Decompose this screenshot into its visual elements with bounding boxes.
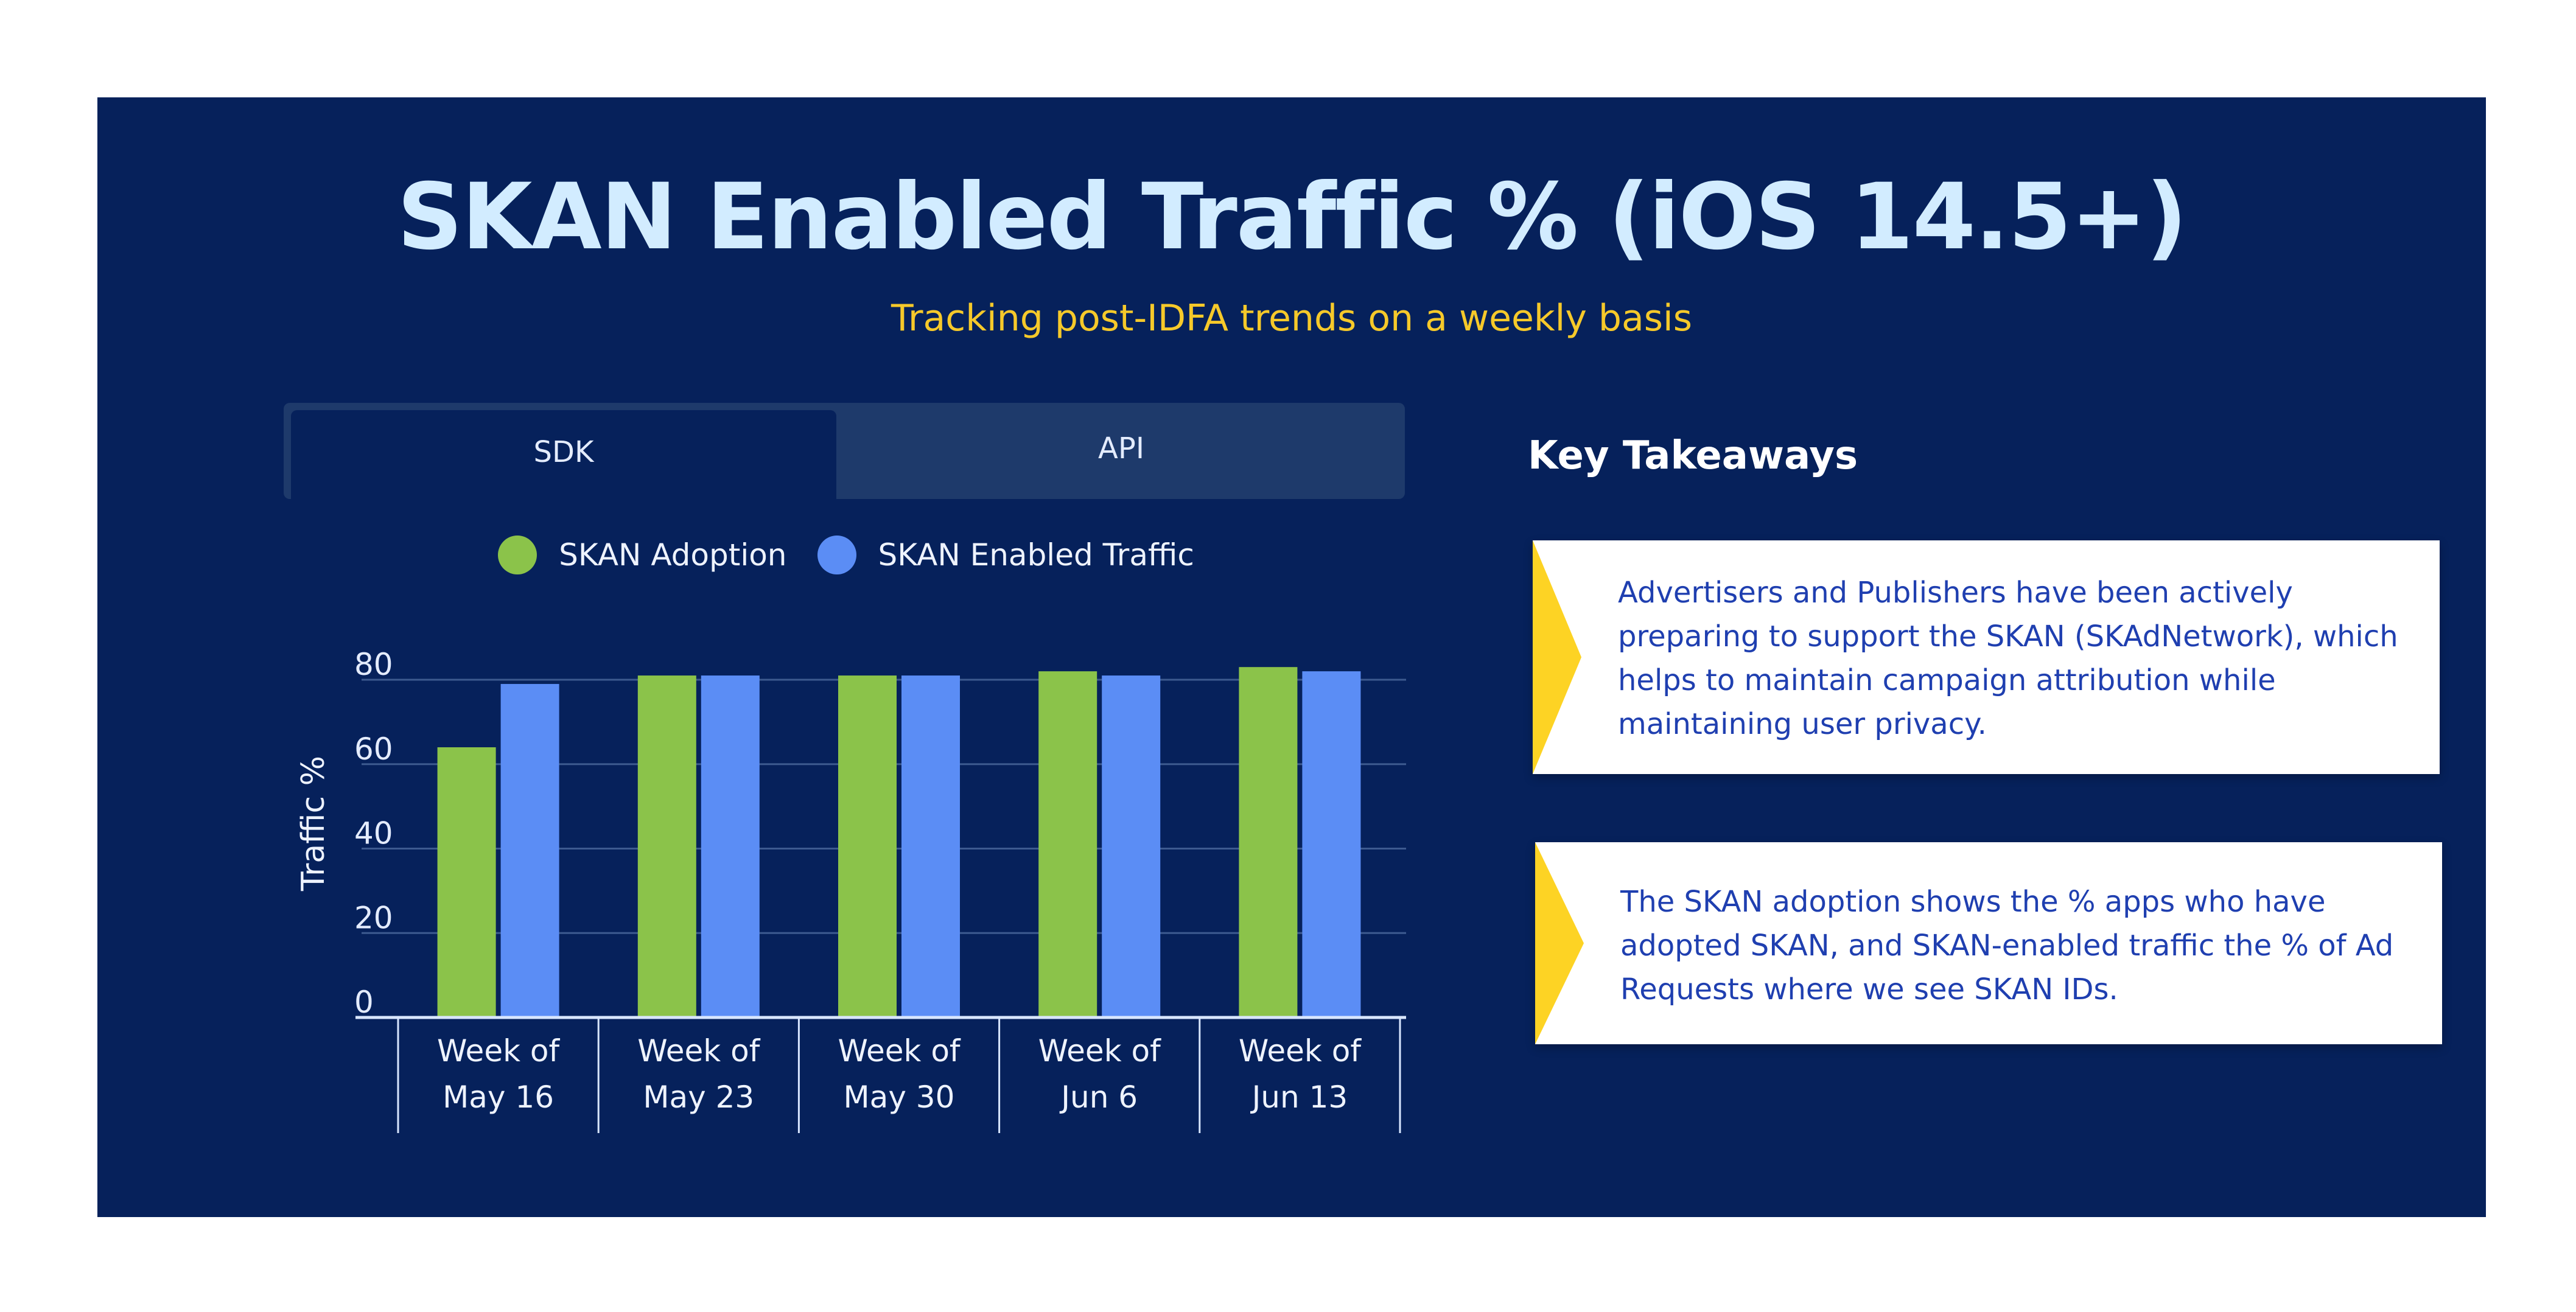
x-tick-label: Week of: [637, 1033, 760, 1069]
y-tick-label: 0: [354, 985, 374, 1020]
chart-legend: SKAN Adoption SKAN Enabled Traffic: [97, 536, 1595, 574]
x-tick-label: Jun 6: [1059, 1080, 1138, 1115]
x-tick-label: Jun 13: [1250, 1080, 1348, 1115]
legend-swatch-traffic: [817, 536, 856, 574]
legend-label-traffic: SKAN Enabled Traffic: [878, 537, 1194, 573]
bar-traffic: [901, 675, 960, 1017]
takeaway-text-2: The SKAN adoption shows the % apps who h…: [1620, 885, 2394, 1007]
legend-item-traffic: SKAN Enabled Traffic: [817, 536, 1194, 574]
bar-traffic: [1302, 671, 1361, 1017]
bar-adoption: [1038, 671, 1097, 1017]
takeaway-card-1: Advertisers and Publishers have been act…: [1533, 540, 2440, 774]
key-takeaways-heading: Key Takeaways: [1528, 433, 1858, 478]
x-tick-label: Week of: [437, 1033, 560, 1069]
y-tick-label: 60: [354, 731, 393, 767]
tab-api[interactable]: API: [1098, 431, 1144, 466]
bar-adoption: [838, 675, 897, 1017]
legend-swatch-adoption: [498, 536, 537, 574]
x-tick-label: May 16: [443, 1080, 554, 1115]
bar-adoption: [1239, 667, 1298, 1017]
y-tick-label: 40: [354, 816, 393, 851]
page-title: SKAN Enabled Traffic % (iOS 14.5+): [397, 164, 2187, 270]
chevron-right-icon: [1535, 842, 1584, 1044]
y-axis-label: Traffic %: [295, 756, 332, 892]
bar-adoption: [437, 747, 496, 1017]
bar-traffic: [701, 675, 760, 1017]
takeaway-card-2: The SKAN adoption shows the % apps who h…: [1535, 842, 2442, 1044]
y-tick-label: 80: [354, 647, 393, 682]
tab-sdk[interactable]: SDK: [291, 410, 836, 499]
x-tick-label: May 23: [643, 1080, 754, 1115]
x-tick-label: Week of: [1239, 1033, 1362, 1069]
legend-item-adoption: SKAN Adoption: [498, 536, 787, 574]
tab-bar: SDK API: [284, 403, 1405, 499]
y-tick-label: 20: [354, 900, 393, 935]
bar-traffic: [500, 683, 559, 1017]
legend-label-adoption: SKAN Adoption: [559, 537, 787, 573]
infographic-panel: SKAN Enabled Traffic % (iOS 14.5+) Track…: [97, 97, 2486, 1217]
takeaway-text-1: Advertisers and Publishers have been act…: [1618, 576, 2398, 741]
page-subtitle: Tracking post-IDFA trends on a weekly ba…: [891, 297, 1692, 340]
x-tick-label: Week of: [1038, 1033, 1161, 1069]
bar-traffic: [1102, 675, 1161, 1017]
bar-chart: 0 20 40 60 80 Traffic % Week of May 16 Week of Ma…: [295, 647, 1406, 1133]
x-tick-label: Week of: [838, 1033, 961, 1069]
bar-adoption: [637, 675, 696, 1017]
chevron-right-icon: [1533, 540, 1581, 774]
x-tick-label: May 30: [844, 1080, 955, 1115]
